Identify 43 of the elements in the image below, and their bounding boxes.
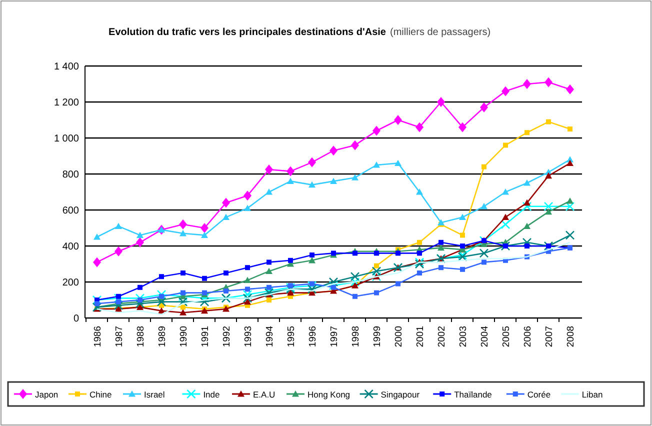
x-tick-label: 1998 — [350, 326, 362, 348]
x-tick-label: 2003 — [458, 326, 469, 348]
x-tick-label: 1993 — [243, 326, 254, 348]
legend-label: Singapour — [380, 390, 420, 400]
y-tick-label: 0 — [73, 314, 80, 324]
x-tick-label: 2004 — [480, 326, 490, 348]
x-tick-label: 2005 — [501, 326, 512, 348]
legend-label: Inde — [203, 390, 220, 400]
x-tick-label: 2008 — [566, 326, 576, 348]
chart-title: Evolution du trafic vers les principales destinations d'Asie — [108, 27, 386, 38]
legend-label: E.A.U — [253, 390, 276, 400]
x-tick-label: 1995 — [286, 326, 297, 348]
y-tick-label: 200 — [62, 278, 80, 288]
x-tick-label: 2000 — [394, 326, 404, 348]
chart-subtitle: (milliers de passagers) — [390, 27, 491, 38]
y-tick-label: 1 000 — [54, 134, 80, 144]
x-tick-label: 1986 — [92, 326, 104, 348]
x-tick-label: 1991 — [200, 326, 211, 348]
x-tick-label: 1990 — [178, 326, 190, 348]
x-tick-label: 1999 — [372, 326, 383, 348]
x-tick-label: 1987 — [114, 326, 125, 348]
x-tick-label: 1994 — [264, 326, 276, 348]
legend-label: Thaïlande — [454, 390, 492, 400]
x-tick-label: 2002 — [436, 326, 448, 348]
x-tick-label: 1997 — [329, 326, 340, 348]
x-tick-label: 2001 — [415, 326, 426, 348]
legend-label: Liban — [582, 390, 603, 400]
y-tick-label: 1 200 — [54, 98, 80, 108]
legend-label: Corée — [527, 390, 551, 400]
x-tick-label: 2006 — [522, 326, 534, 348]
y-tick-label: 1 400 — [54, 62, 80, 72]
y-tick-label: 800 — [62, 170, 80, 180]
legend-label: Chine — [90, 390, 112, 400]
x-tick-label: 1989 — [157, 326, 168, 348]
y-tick-label: 600 — [62, 206, 80, 216]
x-tick-label: 1992 — [222, 326, 232, 348]
legend-label: Hong Kong — [308, 390, 350, 400]
legend-label: Israel — [144, 390, 165, 400]
legend-label: Japon — [35, 390, 58, 400]
x-tick-label: 1996 — [308, 326, 318, 348]
x-tick-label: 1988 — [136, 326, 146, 348]
x-tick-label: 2007 — [544, 326, 555, 348]
y-tick-label: 400 — [62, 242, 80, 252]
